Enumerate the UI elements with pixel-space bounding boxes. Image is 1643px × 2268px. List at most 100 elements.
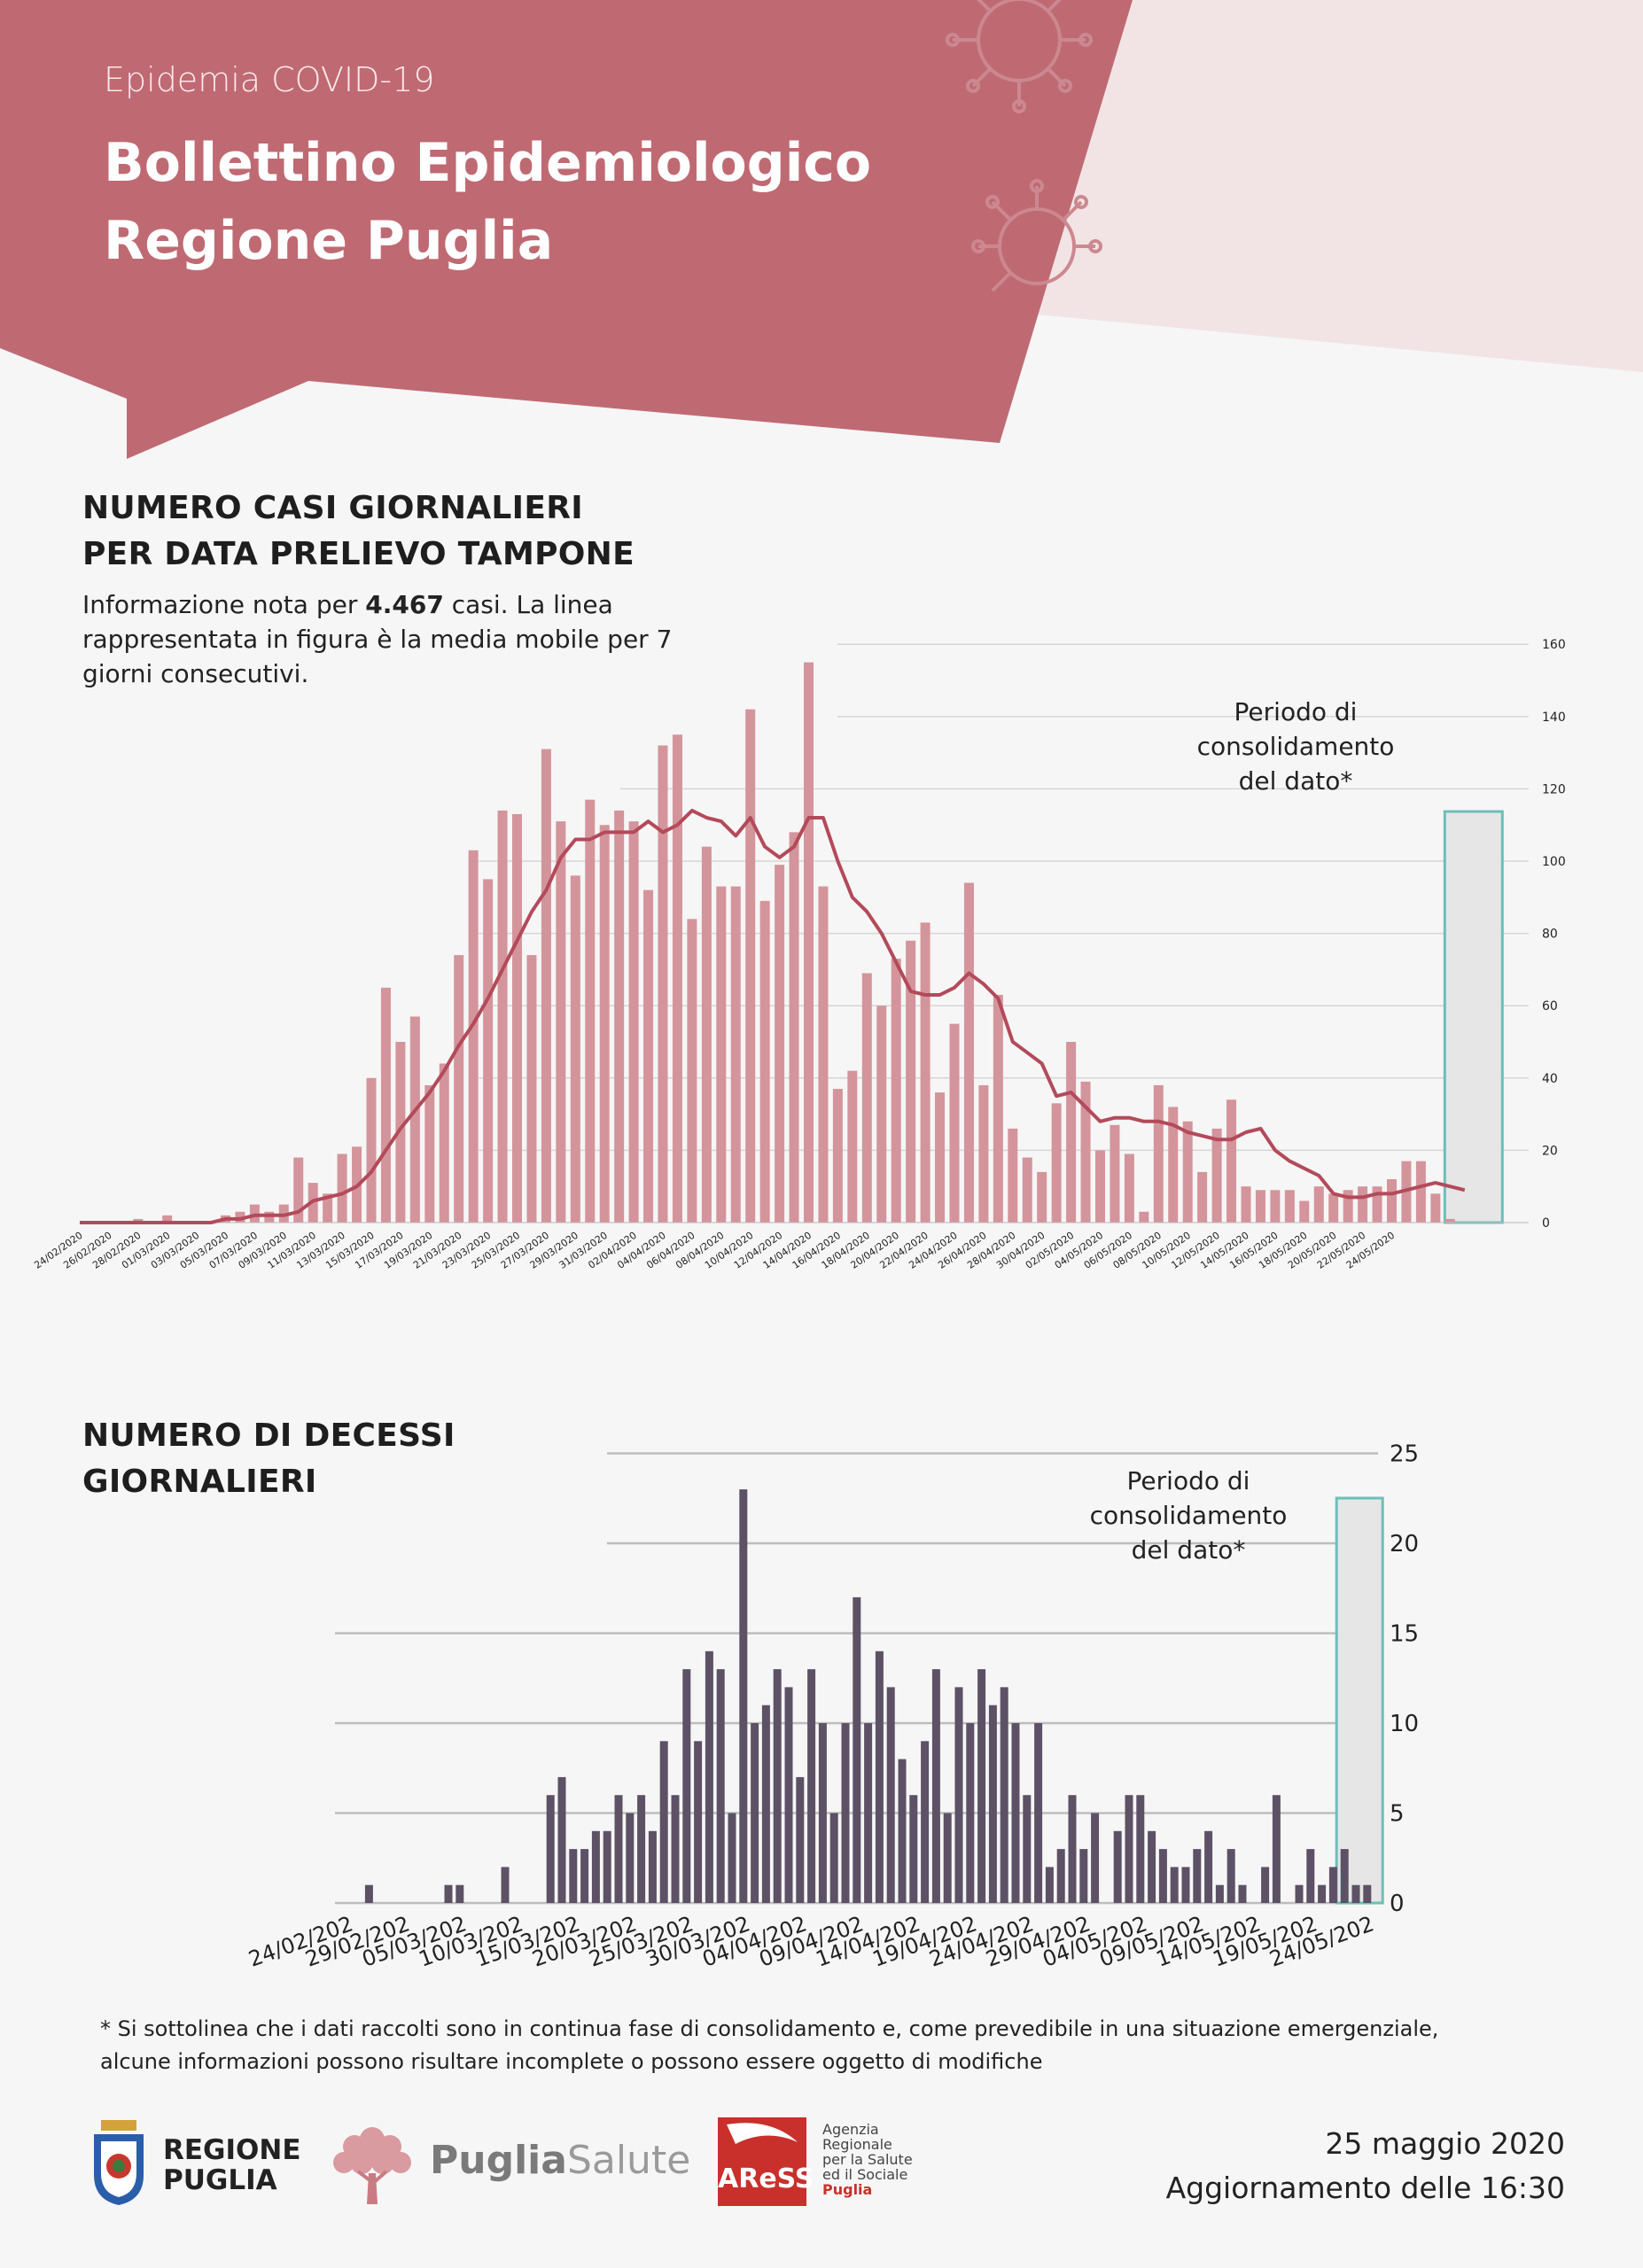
cases-y-tick-label: 20: [1542, 1144, 1558, 1158]
deaths-bar: [1158, 1849, 1167, 1903]
cases-moving-average-line: [80, 808, 1466, 1224]
cases-bar: [745, 709, 756, 1223]
cases-bar: [1008, 1128, 1018, 1223]
deaths-bar: [1136, 1795, 1145, 1903]
cases-bar: [1022, 1157, 1032, 1223]
deaths-bar: [1000, 1687, 1008, 1903]
deaths-bar: [1318, 1884, 1327, 1903]
deaths-bar: [1261, 1867, 1270, 1903]
cases-bar: [380, 987, 391, 1223]
deaths-bar: [807, 1669, 816, 1903]
cases-y-tick-label: 140: [1542, 711, 1566, 725]
cases-bar: [1226, 1099, 1237, 1223]
virus-icon: [946, 0, 1093, 113]
deaths-bar: [1272, 1795, 1281, 1903]
cases-y-tick-label: 120: [1542, 782, 1566, 796]
cases-bar: [1241, 1186, 1251, 1223]
header-title-line2: Regione Puglia: [104, 210, 554, 272]
deaths-bar: [1023, 1795, 1032, 1903]
cases-description: Informazione nota per 4.467 casi. La lin…: [82, 587, 703, 691]
deaths-bar: [841, 1723, 850, 1903]
cases-bar: [963, 882, 974, 1223]
regione-logo-line1: REGIONE: [163, 2134, 301, 2166]
deaths-bar: [614, 1795, 623, 1903]
cases-bar: [468, 850, 479, 1223]
cases-bar: [861, 973, 872, 1223]
cases-bar: [409, 1016, 420, 1223]
cases-desc-before: Informazione nota per: [82, 590, 358, 619]
cases-y-tick-label: 60: [1542, 999, 1558, 1014]
deaths-y-tick-label: 10: [1390, 1711, 1419, 1737]
cases-bar: [1270, 1190, 1281, 1223]
cases-bar: [759, 900, 770, 1223]
cases-bar: [1080, 1081, 1091, 1223]
deaths-bar: [1045, 1867, 1054, 1903]
aress-logo-box: AReSS: [718, 2117, 814, 2206]
deaths-consolidation-label: consolidamento: [1090, 1501, 1288, 1530]
regione-logo-line2: PUGLIA: [163, 2164, 277, 2196]
cases-desc-count: 4.467: [365, 590, 444, 619]
puglia-salute-logo: PugliaSalute: [430, 2138, 690, 2183]
deaths-bar: [784, 1687, 793, 1903]
cases-bar: [1095, 1150, 1105, 1223]
header-subtitle: Epidemia COVID-19: [104, 60, 435, 99]
deaths-bar: [829, 1813, 838, 1903]
deaths-consolidation-box: [1336, 1498, 1383, 1903]
deaths-bar: [1068, 1795, 1077, 1903]
deaths-bar: [694, 1741, 703, 1903]
deaths-bar: [705, 1651, 713, 1903]
deaths-bar: [921, 1741, 930, 1903]
deaths-bar: [864, 1723, 873, 1903]
cases-bar: [935, 1092, 946, 1223]
deaths-bar: [1034, 1723, 1043, 1903]
deaths-bar: [1170, 1867, 1179, 1903]
aress-line4: ed il Sociale: [822, 2166, 908, 2183]
cases-bar: [804, 662, 814, 1223]
cases-bar: [1328, 1193, 1339, 1223]
regione-puglia-logo: REGIONE PUGLIA: [163, 2135, 301, 2195]
cases-consolidation-label: consolidamento: [1197, 732, 1395, 761]
cases-bar: [1168, 1107, 1179, 1223]
footnote: * Si sottolinea che i dati raccolti sono…: [100, 2013, 1562, 2078]
cases-bar: [730, 886, 741, 1223]
cases-bar: [395, 1042, 406, 1223]
cases-section-title: NUMERO CASI GIORNALIERI PER DATA PRELIEV…: [82, 485, 635, 578]
deaths-title-line1: NUMERO DI DECESSI: [82, 1418, 456, 1454]
deaths-bar: [1204, 1830, 1213, 1903]
deaths-bar: [364, 1884, 373, 1903]
deaths-bar: [1306, 1849, 1315, 1903]
cases-y-tick-label: 0: [1542, 1216, 1550, 1231]
footnote-line1: * Si sottolinea che i dati raccolti sono…: [100, 2016, 1439, 2041]
cases-bar: [847, 1070, 858, 1223]
cases-bar: [1124, 1153, 1134, 1223]
cases-bar: [424, 1084, 435, 1223]
deaths-bar: [569, 1849, 578, 1903]
cases-bar: [599, 825, 610, 1223]
cases-bar: [672, 734, 682, 1223]
cases-bar: [1255, 1190, 1265, 1223]
deaths-bar: [1125, 1795, 1133, 1903]
cases-bar: [920, 922, 931, 1223]
deaths-bar: [1011, 1723, 1020, 1903]
deaths-bar: [603, 1830, 611, 1903]
cases-desc-after: casi. La linea rappresentata in figura è…: [82, 590, 673, 688]
aress-logo-text: AReSS: [718, 2163, 814, 2194]
cases-y-tick-label: 40: [1542, 1072, 1558, 1086]
deaths-bar: [444, 1884, 453, 1903]
cases-bar: [1372, 1186, 1382, 1223]
cases-bar: [818, 886, 829, 1223]
deaths-bar: [853, 1596, 861, 1903]
deaths-bar: [739, 1489, 748, 1903]
deaths-bar: [1091, 1813, 1100, 1903]
cases-bar: [1415, 1161, 1426, 1223]
cases-bar: [614, 810, 625, 1223]
puglia-salute-word1: Puglia: [430, 2138, 567, 2183]
cases-chart: 0 20 40 60 80 100 120 140 160 Periodo di consolida…: [32, 638, 1566, 1271]
cases-bar: [775, 865, 785, 1223]
cases-bar: [1066, 1042, 1077, 1223]
cases-bar: [133, 1218, 144, 1223]
cases-bar: [1430, 1193, 1441, 1223]
deaths-bar: [580, 1849, 589, 1903]
cases-bar: [483, 879, 494, 1223]
cases-y-tick-label: 100: [1542, 855, 1566, 869]
